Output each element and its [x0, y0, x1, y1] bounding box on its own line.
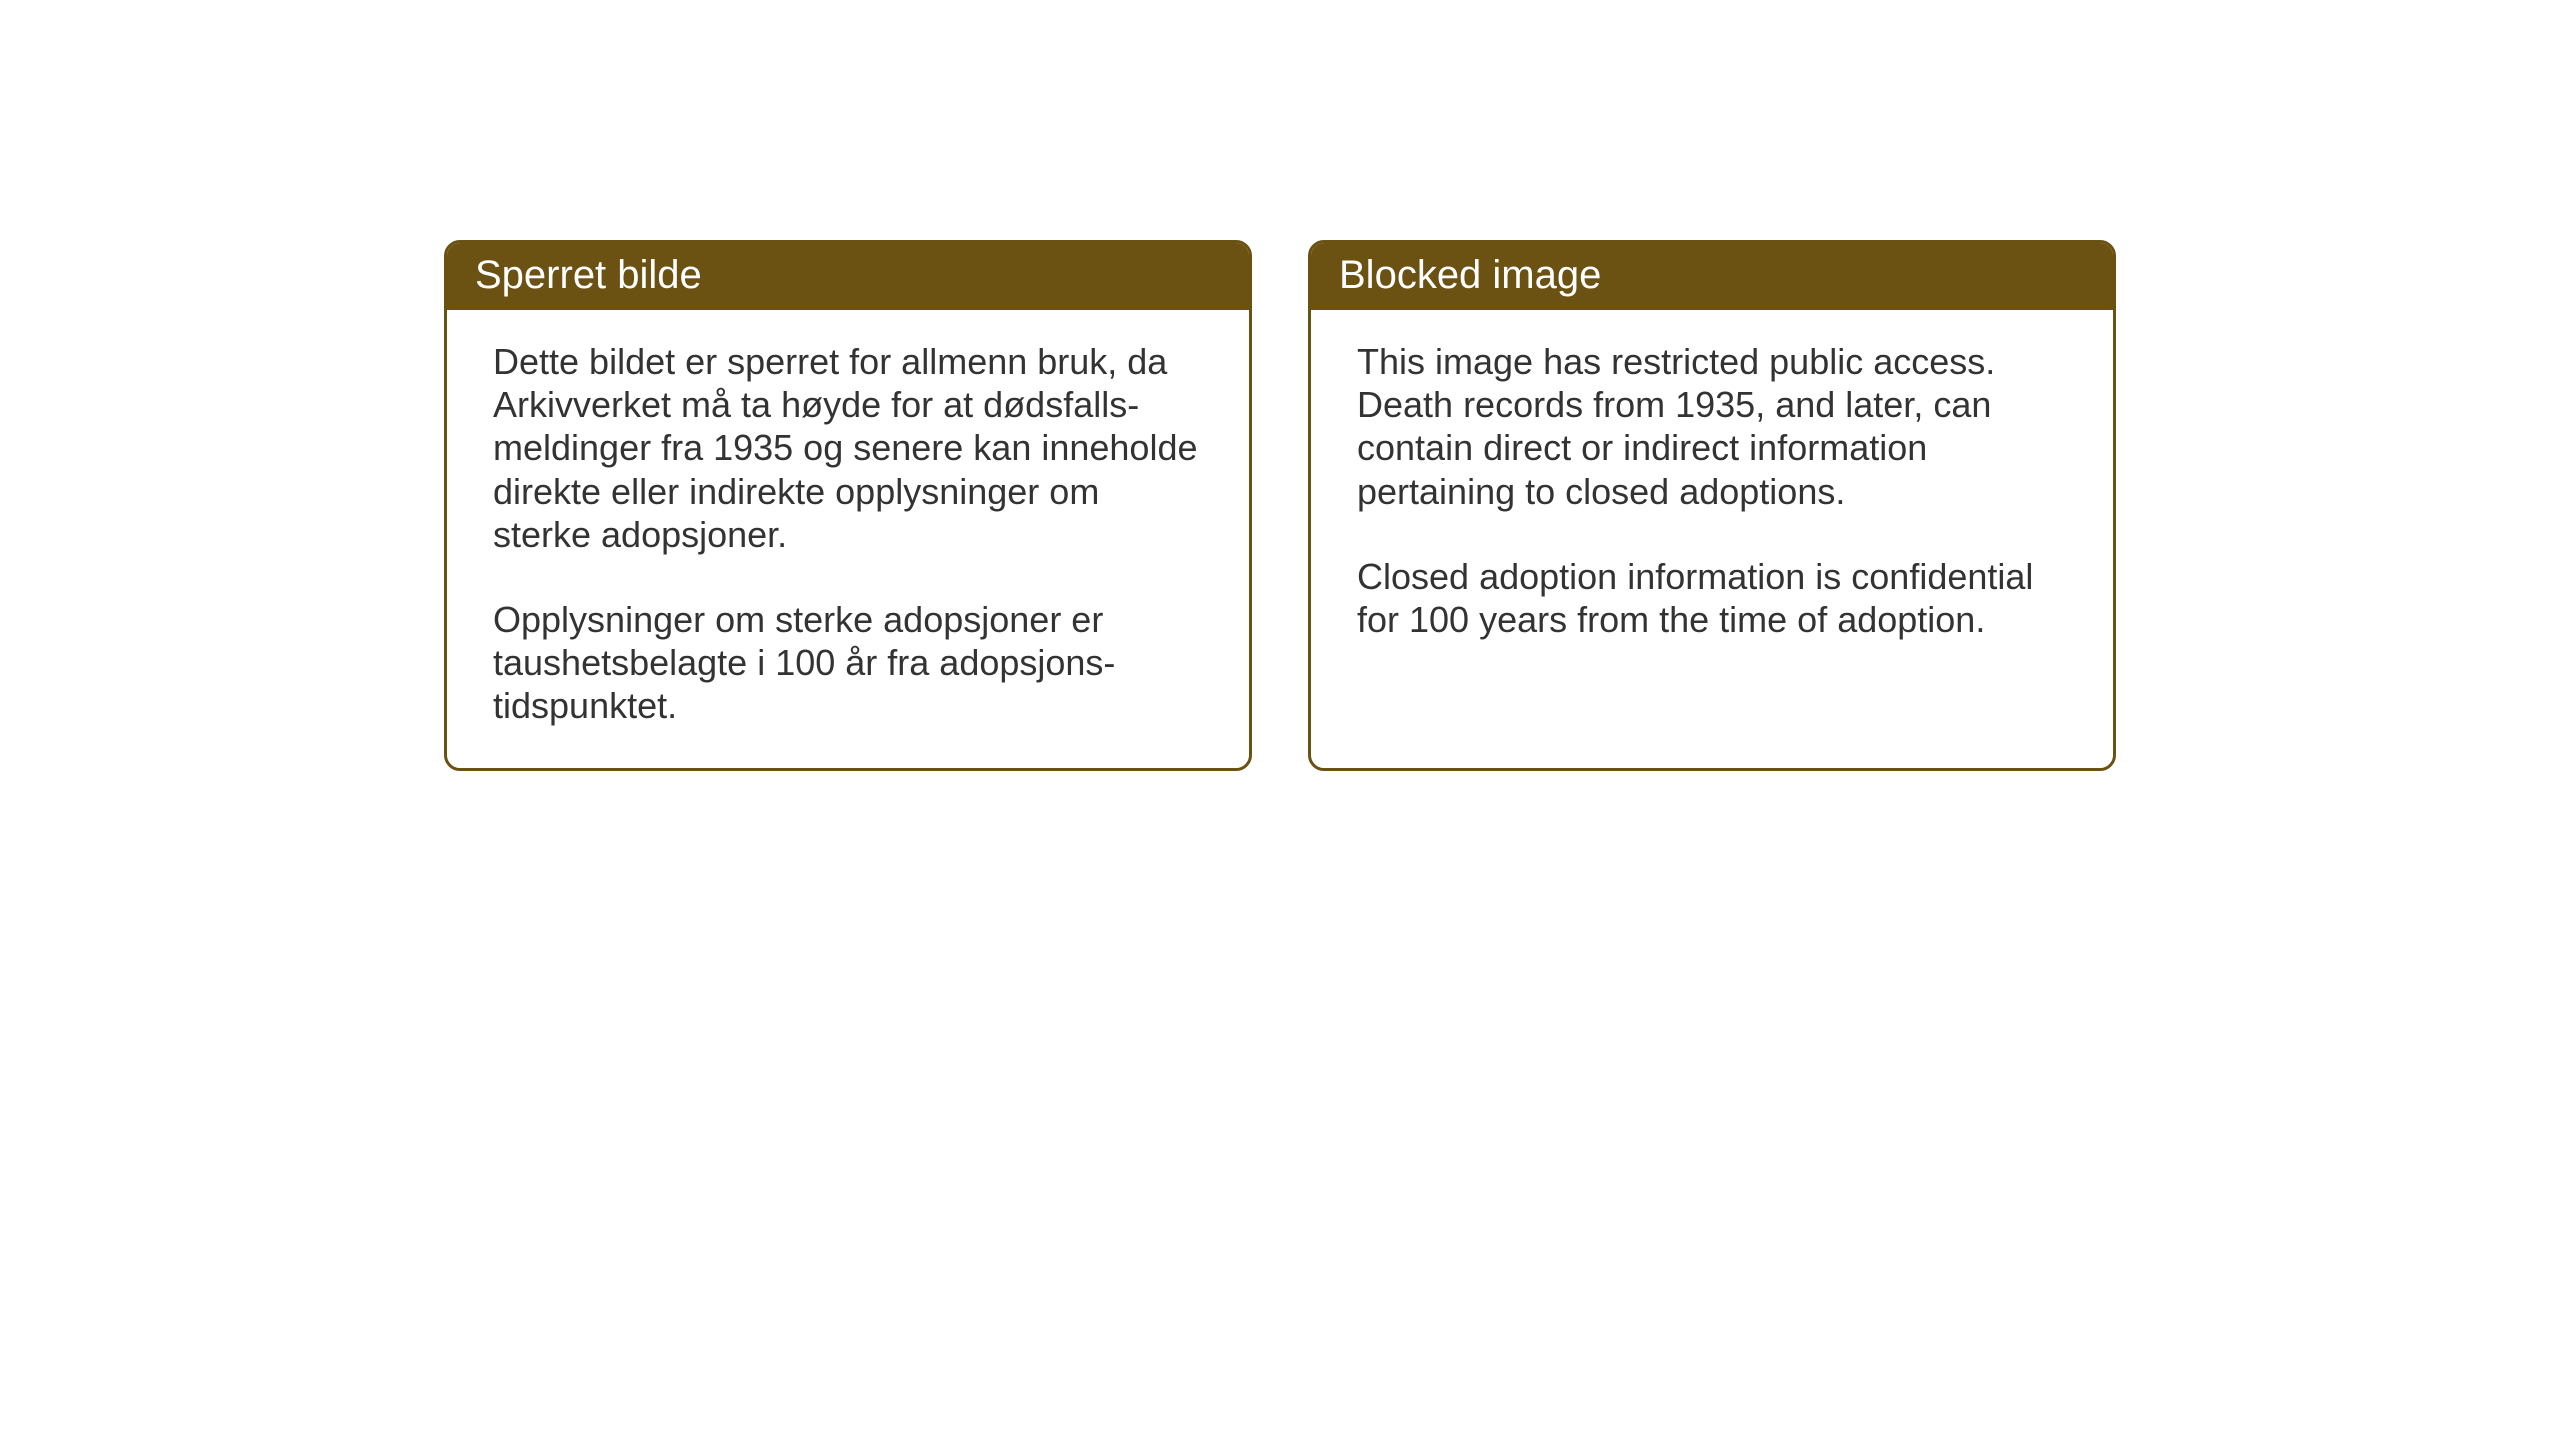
notice-paragraph: Opplysninger om sterke adopsjoner er tau…: [493, 598, 1203, 728]
notice-box-english: Blocked image This image has restricted …: [1308, 240, 2116, 771]
notice-box-norwegian: Sperret bilde Dette bildet er sperret fo…: [444, 240, 1252, 771]
notice-header-english: Blocked image: [1311, 243, 2113, 310]
notice-container: Sperret bilde Dette bildet er sperret fo…: [444, 240, 2116, 771]
notice-paragraph: Dette bildet er sperret for allmenn bruk…: [493, 340, 1203, 556]
notice-body-english: This image has restricted public access.…: [1311, 310, 2113, 681]
notice-header-norwegian: Sperret bilde: [447, 243, 1249, 310]
notice-paragraph: Closed adoption information is confident…: [1357, 555, 2067, 641]
notice-body-norwegian: Dette bildet er sperret for allmenn bruk…: [447, 310, 1249, 768]
notice-title-english: Blocked image: [1339, 253, 1601, 297]
notice-paragraph: This image has restricted public access.…: [1357, 340, 2067, 513]
notice-title-norwegian: Sperret bilde: [475, 253, 702, 297]
